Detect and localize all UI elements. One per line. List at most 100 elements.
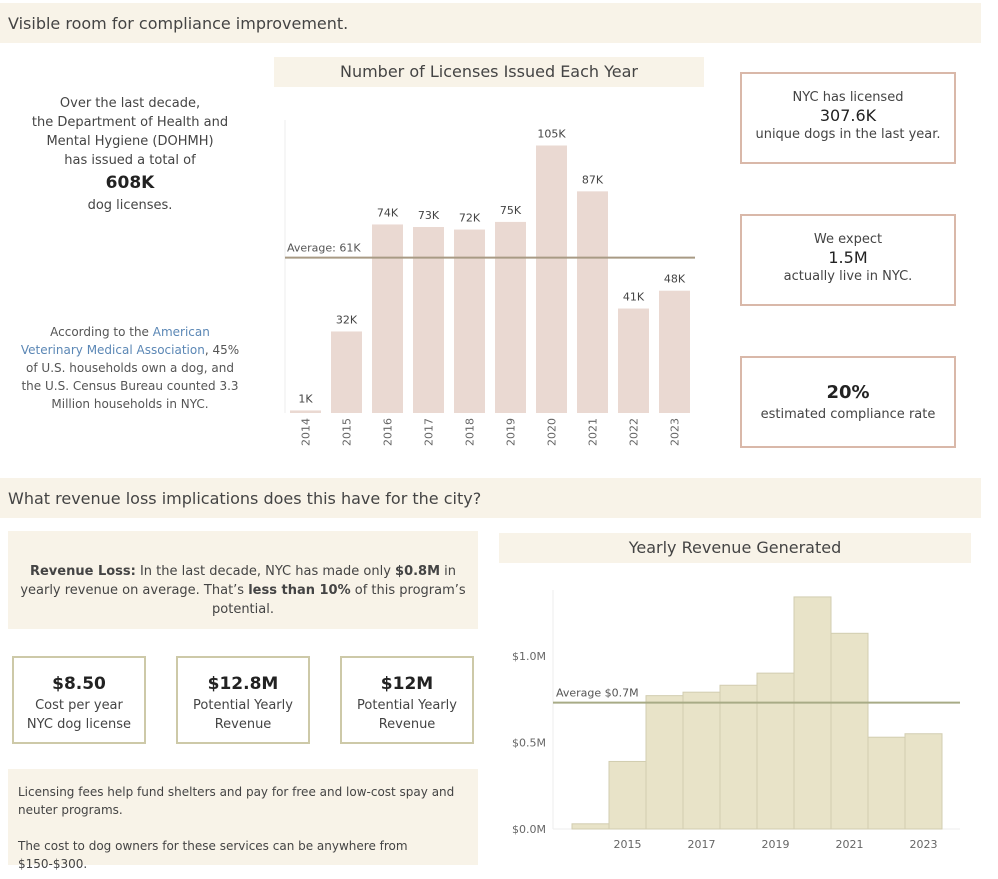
bar-2021 bbox=[577, 191, 608, 413]
x-tick-label: 2017 bbox=[423, 418, 436, 446]
bar-value-label: 32K bbox=[336, 313, 358, 326]
stat-line: actually live in NYC. bbox=[783, 269, 913, 284]
fees-paragraph: Licensing fees help fund shelters and pa… bbox=[18, 785, 455, 817]
bar-value-label: 73K bbox=[418, 209, 440, 222]
section-heading: Visible room for compliance improvement. bbox=[8, 14, 349, 33]
bar-2020 bbox=[536, 145, 567, 413]
card-line: Revenue bbox=[214, 717, 272, 732]
revenue-loss-label: Revenue Loss: bbox=[29, 564, 136, 579]
section-header-compliance: Visible room for compliance improvement. bbox=[0, 3, 981, 43]
revenue-loss-text: in yearly revenue on average. That’s bbox=[20, 564, 457, 598]
licenses-chart-title: Number of Licenses Issued Each Year bbox=[274, 57, 704, 87]
bar-value-label: 105K bbox=[537, 127, 566, 140]
total-licenses-value: 608K bbox=[105, 173, 155, 193]
intro-line: Mental Hygiene (DOHMH) bbox=[46, 134, 214, 149]
bar-2016 bbox=[645, 695, 684, 830]
average-label: Average $0.7M bbox=[556, 687, 639, 700]
card-value: $8.50 bbox=[52, 674, 106, 694]
intro-text-block: Over the last decade, the Department of … bbox=[20, 94, 240, 215]
x-tick-label: 2022 bbox=[628, 418, 641, 446]
stat-value: 1.5M bbox=[828, 248, 868, 267]
stat-box-licensed: NYC has licensed 307.6K unique dogs in t… bbox=[740, 72, 956, 164]
bar-2014 bbox=[290, 410, 321, 413]
card-cost-per-year: $8.50 Cost per year NYC dog license bbox=[12, 656, 146, 744]
bar-value-label: 48K bbox=[664, 273, 686, 286]
bar-value-label: 72K bbox=[459, 212, 481, 225]
bar-value-label: 41K bbox=[623, 291, 645, 304]
card-potential-revenue-2: $12M Potential Yearly Revenue bbox=[340, 656, 474, 744]
bar-2015 bbox=[331, 331, 362, 413]
card-line: Revenue bbox=[378, 717, 436, 732]
avma-note: According to the American Veterinary Med… bbox=[20, 323, 240, 413]
card-value: $12.8M bbox=[207, 674, 279, 694]
bar-2022 bbox=[867, 736, 906, 830]
x-tick-label: 2021 bbox=[587, 418, 600, 446]
bar-2016 bbox=[372, 224, 403, 413]
card-value: $12M bbox=[380, 674, 434, 694]
bar-2019 bbox=[756, 672, 795, 830]
card-line: Potential Yearly bbox=[193, 698, 293, 713]
bar-2015 bbox=[608, 760, 647, 830]
x-tick-label: 2021 bbox=[836, 838, 864, 851]
fees-note: Licensing fees help fund shelters and pa… bbox=[8, 769, 478, 871]
x-tick-label: 2018 bbox=[464, 418, 477, 446]
revenue-chart-title: Yearly Revenue Generated bbox=[499, 533, 971, 563]
bar-2017 bbox=[413, 227, 444, 413]
intro-line: has issued a total of bbox=[64, 153, 196, 168]
y-tick-label: $0.5M bbox=[512, 736, 546, 749]
card-potential-revenue: $12.8M Potential Yearly Revenue bbox=[176, 656, 310, 744]
revenue-loss-text: In the last decade, NYC has made only bbox=[135, 564, 396, 579]
stat-box-compliance: 20% estimated compliance rate bbox=[740, 356, 956, 448]
bar-value-label: 75K bbox=[500, 204, 522, 217]
intro-line: Over the last decade, bbox=[59, 96, 201, 111]
stat-value: 20% bbox=[826, 382, 870, 403]
average-label: Average: 61K bbox=[287, 242, 361, 255]
bar-value-label: 87K bbox=[582, 173, 604, 186]
bar-2017 bbox=[682, 691, 721, 830]
bar-2018 bbox=[719, 684, 758, 830]
x-tick-label: 2014 bbox=[300, 418, 313, 446]
stat-value: 307.6K bbox=[819, 106, 877, 125]
stat-line: NYC has licensed bbox=[792, 90, 904, 105]
bar-2023 bbox=[659, 290, 690, 413]
revenue-loss-amount: $0.8M bbox=[395, 564, 441, 579]
x-tick-label: 2015 bbox=[341, 418, 354, 446]
bar-2014 bbox=[571, 823, 610, 830]
bar-value-label: 74K bbox=[377, 206, 399, 219]
y-tick-label: $1.0M bbox=[512, 650, 546, 663]
stat-line: We expect bbox=[813, 232, 883, 247]
revenue-loss-emphasis: less than 10% bbox=[248, 583, 351, 598]
x-tick-label: 2019 bbox=[505, 418, 518, 446]
bar-2021 bbox=[830, 632, 869, 830]
section-heading: What revenue loss implications does this… bbox=[8, 489, 482, 508]
stat-box-expected: We expect 1.5M actually live in NYC. bbox=[740, 214, 956, 306]
bar-2023 bbox=[904, 733, 943, 830]
intro-line: the Department of Health and bbox=[31, 115, 229, 130]
x-tick-label: 2023 bbox=[669, 418, 682, 446]
revenue-loss-block: Revenue Loss: In the last decade, NYC ha… bbox=[8, 531, 478, 629]
bar-2022 bbox=[618, 308, 649, 413]
intro-line: dog licenses. bbox=[87, 198, 173, 213]
avma-prefix: According to the bbox=[50, 325, 153, 339]
card-line: Potential Yearly bbox=[357, 698, 457, 713]
revenue-loss-text: of this program’s potential. bbox=[212, 583, 466, 617]
fees-paragraph: The cost to dog owners for these service… bbox=[18, 839, 408, 871]
bar-value-label: 1K bbox=[298, 392, 313, 405]
avma-link[interactable]: American Veterinary Medical Association bbox=[20, 325, 210, 357]
stat-line: estimated compliance rate bbox=[760, 407, 936, 422]
stat-line: unique dogs in the last year. bbox=[755, 127, 941, 142]
bar-2019 bbox=[495, 221, 526, 413]
x-tick-label: 2023 bbox=[910, 838, 938, 851]
revenue-bar-chart: $0.0M $0.5M $1.0M 2015 2017 2019 2021 2023 Avera… bbox=[512, 590, 960, 851]
x-tick-label: 2017 bbox=[688, 838, 716, 851]
avma-suffix: , 45% of U.S. households own a dog, and … bbox=[21, 343, 240, 411]
x-tick-label: 2016 bbox=[382, 418, 395, 446]
bar-2018 bbox=[454, 229, 485, 413]
licenses-bar-chart: 1K 2014 32K 2015 74K 2016 73K 2017 72K 2018 75K 201… bbox=[284, 120, 695, 446]
card-line: Cost per year bbox=[35, 698, 123, 713]
x-tick-label: 2019 bbox=[762, 838, 790, 851]
x-tick-label: 2015 bbox=[614, 838, 642, 851]
bar-2020 bbox=[793, 596, 832, 830]
card-line: NYC dog license bbox=[26, 717, 132, 732]
y-tick-label: $0.0M bbox=[512, 823, 546, 836]
